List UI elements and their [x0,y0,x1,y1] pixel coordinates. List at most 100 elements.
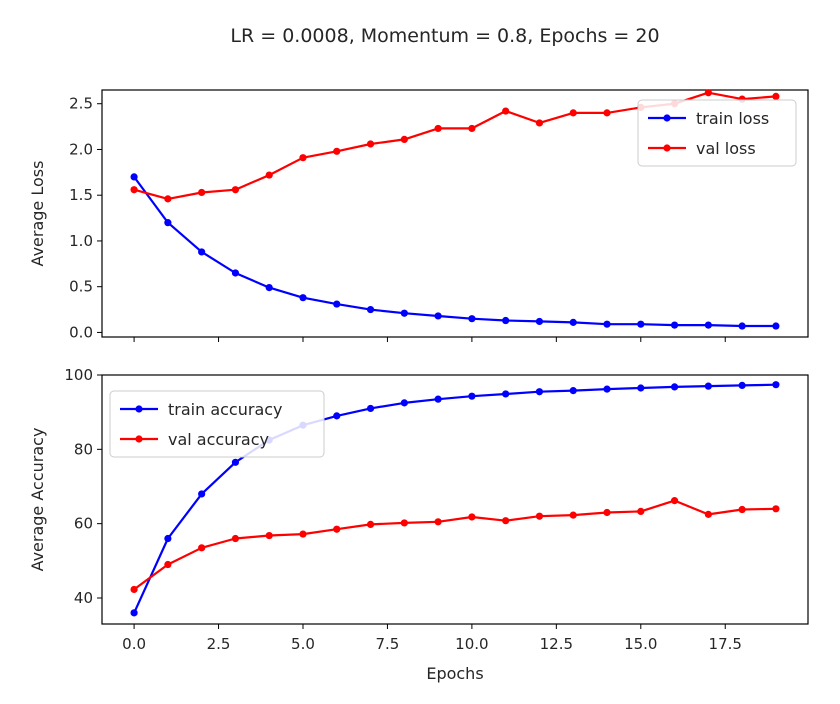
val-loss-point [265,171,273,179]
train-loss-legend-marker [663,114,671,122]
val-accuracy-point [366,520,375,529]
val-loss-point [164,195,172,203]
val-loss-point [772,92,780,101]
x-axis-label: Epochs [426,664,483,683]
val-accuracy-legend-label: val accuracy [168,430,269,449]
train-loss-point [198,248,206,256]
val-accuracy-point [704,510,712,518]
val-accuracy-point [468,513,476,521]
train-accuracy-point [637,384,645,392]
train-accuracy-point [535,388,544,396]
train-loss-point [333,300,341,308]
train-loss-point [366,305,375,314]
train-loss-point [400,309,408,317]
train-loss-point [130,173,138,181]
legend: train accuracy val accuracy [109,390,325,458]
val-loss-point [299,154,307,162]
train-loss-point [231,269,240,277]
train-loss-point [265,284,273,292]
train-loss-point [637,320,645,328]
train-accuracy-point [400,399,408,407]
val-loss-point [704,89,712,97]
val-accuracy-point [231,534,240,543]
y-tick-label: 1.0 [69,232,93,250]
y-tick-label: 0.5 [69,278,93,296]
y-axis-label: Average Loss [28,161,47,267]
val-loss-point [569,109,577,117]
loss-panel: 0.0 0.5 1.0 1.5 2.0 2.5 Average Loss train loss… [28,89,809,342]
y-tick-label: 40 [74,589,93,607]
y-tick-label: 100 [64,366,93,384]
x-tick-label: 15.0 [624,635,657,653]
val-loss-legend-label: val loss [696,139,756,158]
train-accuracy-point [434,395,442,403]
x-tick-label: 7.5 [376,635,400,653]
train-accuracy-point [670,383,679,391]
y-tick-label: 1.5 [69,186,93,204]
val-accuracy-line [133,499,776,591]
x-tick-label: 10.0 [455,635,488,653]
legend: train loss val loss [637,99,797,167]
val-loss-legend-marker [663,144,671,152]
train-accuracy-point [130,609,138,617]
val-accuracy-point [299,530,307,538]
val-loss-point [366,140,375,148]
train-accuracy-point [772,381,780,389]
x-tick-label: 2.5 [207,635,231,653]
y-tick-label: 60 [74,515,93,533]
train-loss-legend-label: train loss [696,109,769,128]
val-accuracy-point [502,517,510,525]
val-accuracy-point [198,544,206,552]
train-loss-point [535,317,544,326]
train-loss-line [133,176,776,328]
val-accuracy-point [164,560,172,569]
y-axis-label: Average Accuracy [28,428,47,572]
plot-frame [101,89,809,338]
val-accuracy-point [400,519,408,527]
y-tick-label: 80 [74,440,93,458]
x-tick-label: 17.5 [709,635,742,653]
train-accuracy-point [366,404,375,413]
legend-box [109,390,325,458]
x-tick-label: 0.0 [122,635,146,653]
val-accuracy-point [637,507,645,515]
train-loss-point [299,294,307,302]
val-accuracy-point [738,505,746,514]
train-accuracy-point [164,534,172,543]
train-accuracy-point [198,490,206,498]
train-accuracy-point [738,381,746,390]
train-loss-point [164,219,172,227]
val-loss-point [468,124,476,133]
val-accuracy-point [130,585,138,594]
train-accuracy-point [468,392,476,400]
train-accuracy-point [502,390,510,398]
val-accuracy-point [670,497,679,505]
val-loss-point [231,186,240,194]
plot-frame [101,374,809,625]
train-accuracy-legend-label: train accuracy [168,400,283,419]
train-loss-point [468,315,476,323]
train-accuracy-point [704,382,712,390]
val-loss-point [603,109,611,117]
val-loss-point [535,119,544,127]
train-loss-point [670,321,679,329]
val-accuracy-legend-marker [135,435,143,443]
train-accuracy-legend-marker [135,405,143,413]
val-accuracy-point [265,531,273,540]
train-loss-point [704,321,712,329]
val-accuracy-point [535,512,544,520]
val-loss-point [502,107,510,115]
train-accuracy-point [231,458,240,466]
val-loss-point [198,188,206,197]
train-loss-point [502,316,510,325]
val-accuracy-point [772,505,780,513]
accuracy-panel: 0.0 2.5 5.0 7.5 10.0 12.5 15.0 17.5 40 60 80 100 Ave… [28,366,809,683]
val-loss-point [333,147,341,155]
train-loss-point [603,320,611,328]
val-accuracy-point [333,525,341,533]
train-accuracy-point [603,385,611,393]
y-tick-label: 2.0 [69,140,93,158]
train-loss-point [434,312,442,320]
figure-title: LR = 0.0008, Momentum = 0.8, Epochs = 20 [230,25,659,47]
